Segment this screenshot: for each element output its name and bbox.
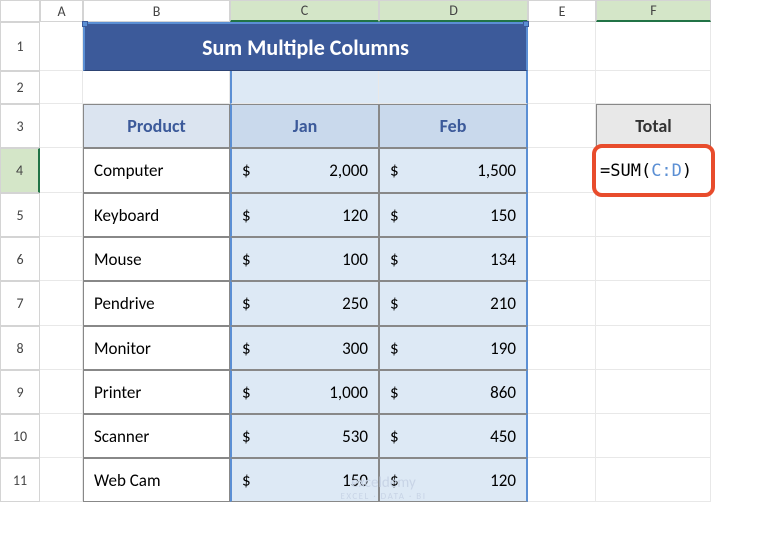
cell-a5[interactable]: [40, 193, 83, 237]
currency-symbol: $: [390, 160, 399, 181]
product-7[interactable]: Web Cam: [83, 458, 230, 502]
feb-value: 1,500: [477, 160, 516, 181]
row-header-7[interactable]: 7: [0, 281, 40, 326]
cell-a8[interactable]: [40, 326, 83, 370]
row-header-2[interactable]: 2: [0, 71, 40, 104]
cell-a11[interactable]: [40, 458, 83, 502]
header-jan[interactable]: Jan: [230, 104, 379, 148]
jan-5[interactable]: $1,000: [230, 370, 379, 414]
row-header-5[interactable]: 5: [0, 193, 40, 237]
spreadsheet-grid: A B C D E F 1 Sum Multiple Columns 2 3 P…: [0, 0, 767, 502]
cell-b2[interactable]: [83, 71, 230, 104]
cell-d2[interactable]: [379, 71, 528, 104]
row-header-1[interactable]: 1: [0, 22, 40, 71]
cell-e1[interactable]: [528, 22, 596, 71]
cell-a6[interactable]: [40, 237, 83, 281]
row-header-6[interactable]: 6: [0, 237, 40, 281]
cell-f7[interactable]: [596, 281, 711, 326]
product-2[interactable]: Mouse: [83, 237, 230, 281]
header-total[interactable]: Total: [596, 104, 711, 148]
formula-range: C:D: [651, 161, 682, 181]
cell-e6[interactable]: [528, 237, 596, 281]
row-header-3[interactable]: 3: [0, 104, 40, 148]
title-cell[interactable]: Sum Multiple Columns: [83, 22, 528, 71]
feb-2[interactable]: $134: [379, 237, 528, 281]
row-header-8[interactable]: 8: [0, 326, 40, 370]
cell-a1[interactable]: [40, 22, 83, 71]
cell-a3[interactable]: [40, 104, 83, 148]
feb-4[interactable]: $190: [379, 326, 528, 370]
cell-f2[interactable]: [596, 71, 711, 104]
row-header-9[interactable]: 9: [0, 370, 40, 414]
col-header-e[interactable]: E: [528, 0, 596, 22]
cell-e4[interactable]: [528, 148, 596, 193]
cell-f11[interactable]: [596, 458, 711, 502]
formula-cell[interactable]: =SUM(C:D): [596, 148, 711, 193]
jan-3[interactable]: $250: [230, 281, 379, 326]
cell-e3[interactable]: [528, 104, 596, 148]
cell-e5[interactable]: [528, 193, 596, 237]
cell-f6[interactable]: [596, 237, 711, 281]
feb-6[interactable]: $450: [379, 414, 528, 458]
cell-c2[interactable]: [230, 71, 379, 104]
watermark-sub: EXCEL · DATA · BI: [341, 492, 427, 503]
jan-1[interactable]: $120: [230, 193, 379, 237]
jan-0[interactable]: $2,000: [230, 148, 379, 193]
watermark-main: exceldemy: [341, 474, 427, 492]
jan-6[interactable]: $530: [230, 414, 379, 458]
title-text: Sum Multiple Columns: [202, 34, 409, 61]
cell-f10[interactable]: [596, 414, 711, 458]
product-6[interactable]: Scanner: [83, 414, 230, 458]
watermark: exceldemy EXCEL · DATA · BI: [341, 474, 427, 503]
jan-2[interactable]: $100: [230, 237, 379, 281]
cell-e9[interactable]: [528, 370, 596, 414]
col-header-b[interactable]: B: [83, 0, 230, 22]
cell-e11[interactable]: [528, 458, 596, 502]
feb-5[interactable]: $860: [379, 370, 528, 414]
product-0[interactable]: Computer: [83, 148, 230, 193]
cell-a9[interactable]: [40, 370, 83, 414]
product-1[interactable]: Keyboard: [83, 193, 230, 237]
range-marker: [523, 21, 529, 27]
header-product[interactable]: Product: [83, 104, 230, 148]
cell-a4[interactable]: [40, 148, 83, 193]
product-3[interactable]: Pendrive: [83, 281, 230, 326]
cell-e7[interactable]: [528, 281, 596, 326]
cell-e8[interactable]: [528, 326, 596, 370]
col-header-a[interactable]: A: [40, 0, 83, 22]
range-marker: [82, 21, 88, 27]
cell-a2[interactable]: [40, 71, 83, 104]
feb-1[interactable]: $150: [379, 193, 528, 237]
col-header-f[interactable]: F: [596, 0, 711, 22]
product-5[interactable]: Printer: [83, 370, 230, 414]
cell-f1[interactable]: [596, 22, 711, 71]
header-feb[interactable]: Feb: [379, 104, 528, 148]
formula-suffix: ): [682, 161, 692, 181]
cell-a10[interactable]: [40, 414, 83, 458]
row-header-11[interactable]: 11: [0, 458, 40, 502]
cell-f8[interactable]: [596, 326, 711, 370]
jan-value: 2,000: [329, 160, 368, 181]
cell-f5[interactable]: [596, 193, 711, 237]
cell-e2[interactable]: [528, 71, 596, 104]
cell-e10[interactable]: [528, 414, 596, 458]
product-4[interactable]: Monitor: [83, 326, 230, 370]
feb-3[interactable]: $210: [379, 281, 528, 326]
feb-0[interactable]: $1,500: [379, 148, 528, 193]
currency-symbol: $: [242, 160, 251, 181]
col-header-d[interactable]: D: [379, 0, 528, 22]
col-header-c[interactable]: C: [230, 0, 379, 22]
jan-4[interactable]: $300: [230, 326, 379, 370]
cell-f9[interactable]: [596, 370, 711, 414]
row-header-4[interactable]: 4: [0, 148, 40, 193]
cell-a7[interactable]: [40, 281, 83, 326]
formula-prefix: =SUM(: [600, 161, 651, 181]
corner-cell[interactable]: [0, 0, 40, 22]
row-header-10[interactable]: 10: [0, 414, 40, 458]
